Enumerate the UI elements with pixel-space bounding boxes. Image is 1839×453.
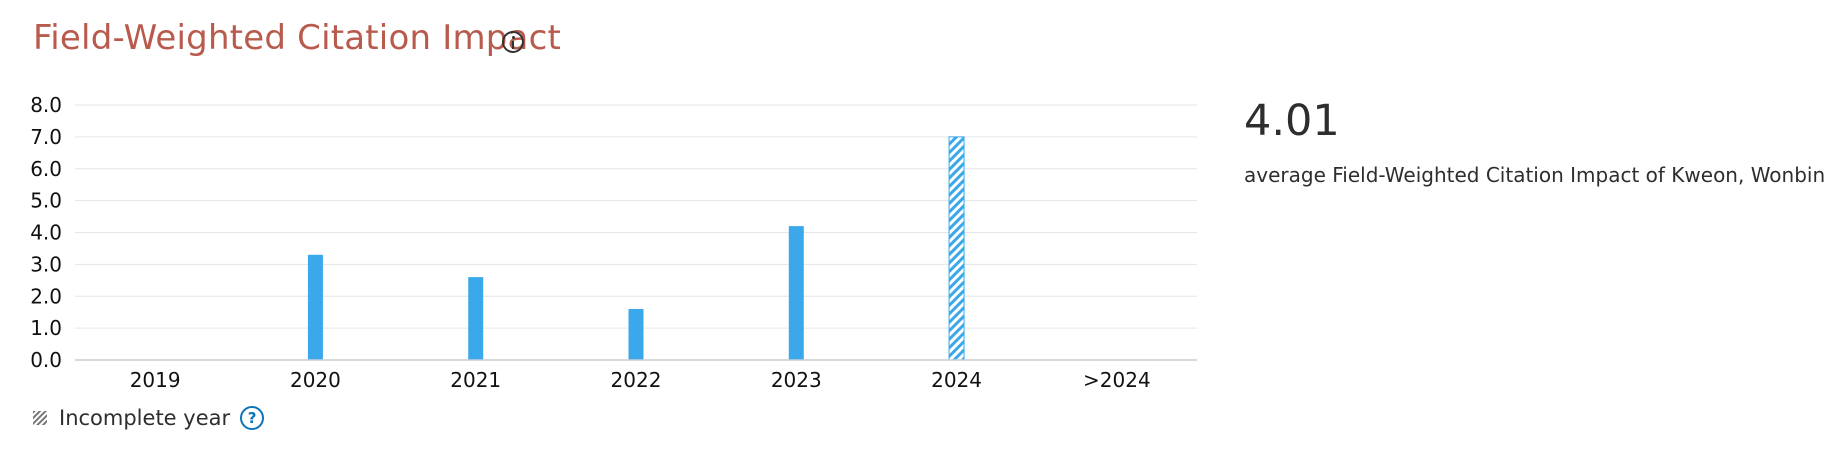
bar-2022[interactable]: [628, 309, 644, 360]
average-fwci-caption: average Field-Weighted Citation Impact o…: [1244, 163, 1826, 187]
bars: [307, 136, 965, 361]
x-tick-label: 2019: [130, 368, 181, 392]
bar-2020[interactable]: [307, 254, 323, 360]
x-axis-ticks: 2019 2020 2021 2022 2023 2024 >2024: [130, 368, 1151, 392]
y-tick-label: 0.0: [30, 348, 62, 372]
y-tick-label: 4.0: [30, 221, 62, 245]
legend-incomplete-label: Incomplete year: [59, 406, 231, 430]
x-tick-label: >2024: [1083, 368, 1151, 392]
y-tick-label: 1.0: [30, 316, 62, 340]
y-axis-ticks: 0.0 1.0 2.0 3.0 4.0 5.0 6.0 7.0 8.0: [30, 93, 62, 372]
page-title: Field-Weighted Citation Impact: [33, 18, 562, 58]
bar-2024[interactable]: [948, 136, 965, 361]
y-tick-label: 2.0: [30, 284, 62, 308]
x-tick-label: 2024: [931, 368, 982, 392]
x-tick-label: 2021: [450, 368, 501, 392]
average-fwci-value: 4.01: [1244, 96, 1340, 146]
y-tick-label: 7.0: [30, 125, 62, 149]
y-tick-label: 6.0: [30, 157, 62, 181]
legend: Incomplete year ?: [33, 403, 265, 433]
x-tick-label: 2022: [611, 368, 662, 392]
info-icon[interactable]: [502, 31, 524, 53]
x-tick-label: 2023: [771, 368, 822, 392]
help-icon[interactable]: ?: [240, 406, 265, 430]
hatch-swatch-icon: [33, 411, 47, 425]
bar-2021[interactable]: [468, 277, 484, 360]
y-tick-label: 8.0: [30, 93, 62, 117]
y-tick-label: 5.0: [30, 189, 62, 213]
y-tick-label: 3.0: [30, 252, 62, 276]
grid-lines: [75, 104, 1197, 329]
bar-2023[interactable]: [788, 226, 804, 360]
fwci-bar-chart: 0.0 1.0 2.0 3.0 4.0 5.0 6.0 7.0 8.0 2019 2020 2021…: [30, 93, 1197, 392]
x-tick-label: 2020: [290, 368, 341, 392]
